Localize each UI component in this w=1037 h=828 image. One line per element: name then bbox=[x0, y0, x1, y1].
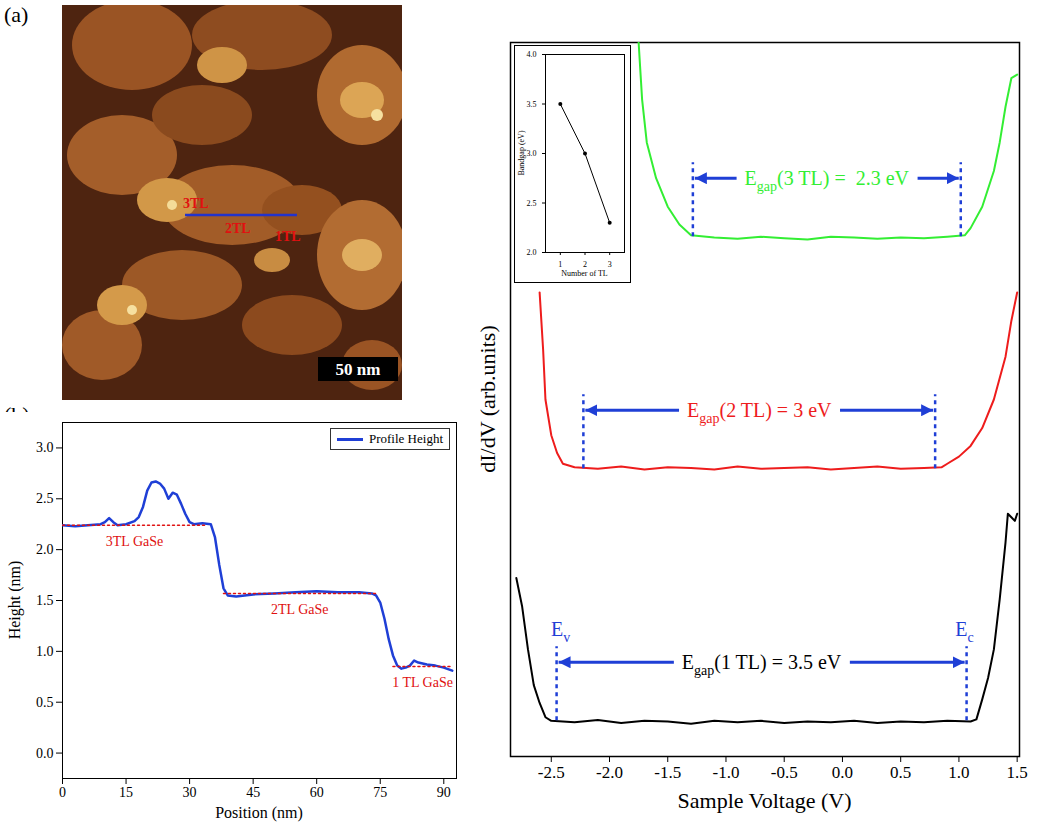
svg-text:Sample Voltage (V): Sample Voltage (V) bbox=[678, 788, 852, 813]
html-text:(b): (b) bbox=[4, 402, 30, 427]
svg-text:2: 2 bbox=[583, 260, 587, 269]
svg-text:0.5: 0.5 bbox=[36, 695, 54, 710]
svg-text:Number of TL: Number of TL bbox=[561, 269, 608, 278]
svg-text:75: 75 bbox=[373, 785, 387, 800]
svg-text:1.0: 1.0 bbox=[36, 644, 54, 659]
svg-text:1TL: 1TL bbox=[275, 229, 301, 244]
svg-text:Ev: Ev bbox=[551, 618, 570, 645]
html-text:(a): (a) bbox=[4, 2, 29, 27]
svg-text:0.5: 0.5 bbox=[890, 763, 911, 782]
svg-text:Egap(1 TL) = 3.5 eV: Egap(1 TL) = 3.5 eV bbox=[682, 651, 842, 678]
svg-text:60: 60 bbox=[310, 785, 324, 800]
html-text:Profile Height: Profile Height bbox=[369, 431, 443, 446]
svg-text:2.0: 2.0 bbox=[527, 248, 537, 257]
svg-text:3.5: 3.5 bbox=[527, 100, 537, 109]
svg-text:Ec: Ec bbox=[955, 618, 973, 645]
svg-text:1.0: 1.0 bbox=[948, 763, 969, 782]
svg-text:Egap(3 TL) = 2.3 eV: Egap(3 TL) = 2.3 eV bbox=[745, 167, 910, 194]
svg-text:0.0: 0.0 bbox=[36, 746, 54, 761]
svg-text:-1.0: -1.0 bbox=[713, 763, 740, 782]
svg-text:1.5: 1.5 bbox=[36, 593, 54, 608]
svg-text:4.0: 4.0 bbox=[527, 50, 537, 59]
svg-text:Position (nm): Position (nm) bbox=[215, 804, 303, 822]
svg-text:3TL: 3TL bbox=[183, 196, 209, 211]
svg-text:-2.5: -2.5 bbox=[538, 763, 565, 782]
svg-text:2.5: 2.5 bbox=[36, 491, 54, 506]
svg-text:2TL: 2TL bbox=[225, 221, 251, 236]
svg-text:-1.5: -1.5 bbox=[654, 763, 681, 782]
svg-text:3.0: 3.0 bbox=[527, 149, 537, 158]
svg-text:Egap(2 TL) = 3 eV: Egap(2 TL) = 3 eV bbox=[687, 399, 832, 426]
svg-text:3: 3 bbox=[608, 260, 612, 269]
svg-text:50 nm: 50 nm bbox=[336, 360, 381, 379]
svg-text:3.0: 3.0 bbox=[36, 440, 54, 455]
svg-text:3TL GaSe: 3TL GaSe bbox=[106, 534, 163, 549]
svg-text:0: 0 bbox=[59, 785, 66, 800]
svg-text:45: 45 bbox=[246, 785, 260, 800]
svg-text:Bandgap (eV): Bandgap (eV) bbox=[517, 130, 526, 175]
svg-text:15: 15 bbox=[119, 785, 133, 800]
svg-text:2.5: 2.5 bbox=[527, 199, 537, 208]
svg-text:-2.0: -2.0 bbox=[596, 763, 623, 782]
svg-text:1: 1 bbox=[558, 260, 562, 269]
svg-text:1.5: 1.5 bbox=[1007, 763, 1028, 782]
html-text:(c): (c) bbox=[476, 4, 501, 29]
svg-text:1 TL GaSe: 1 TL GaSe bbox=[392, 675, 453, 690]
svg-text:30: 30 bbox=[183, 785, 197, 800]
svg-text:dI/dV (arb.units): dI/dV (arb.units) bbox=[475, 325, 500, 472]
svg-text:2.0: 2.0 bbox=[36, 542, 54, 557]
svg-text:2TL GaSe: 2TL GaSe bbox=[271, 602, 328, 617]
svg-text:90: 90 bbox=[437, 785, 451, 800]
svg-text:Height (nm): Height (nm) bbox=[6, 561, 24, 640]
svg-text:0.0: 0.0 bbox=[832, 763, 853, 782]
svg-text:-0.5: -0.5 bbox=[771, 763, 798, 782]
